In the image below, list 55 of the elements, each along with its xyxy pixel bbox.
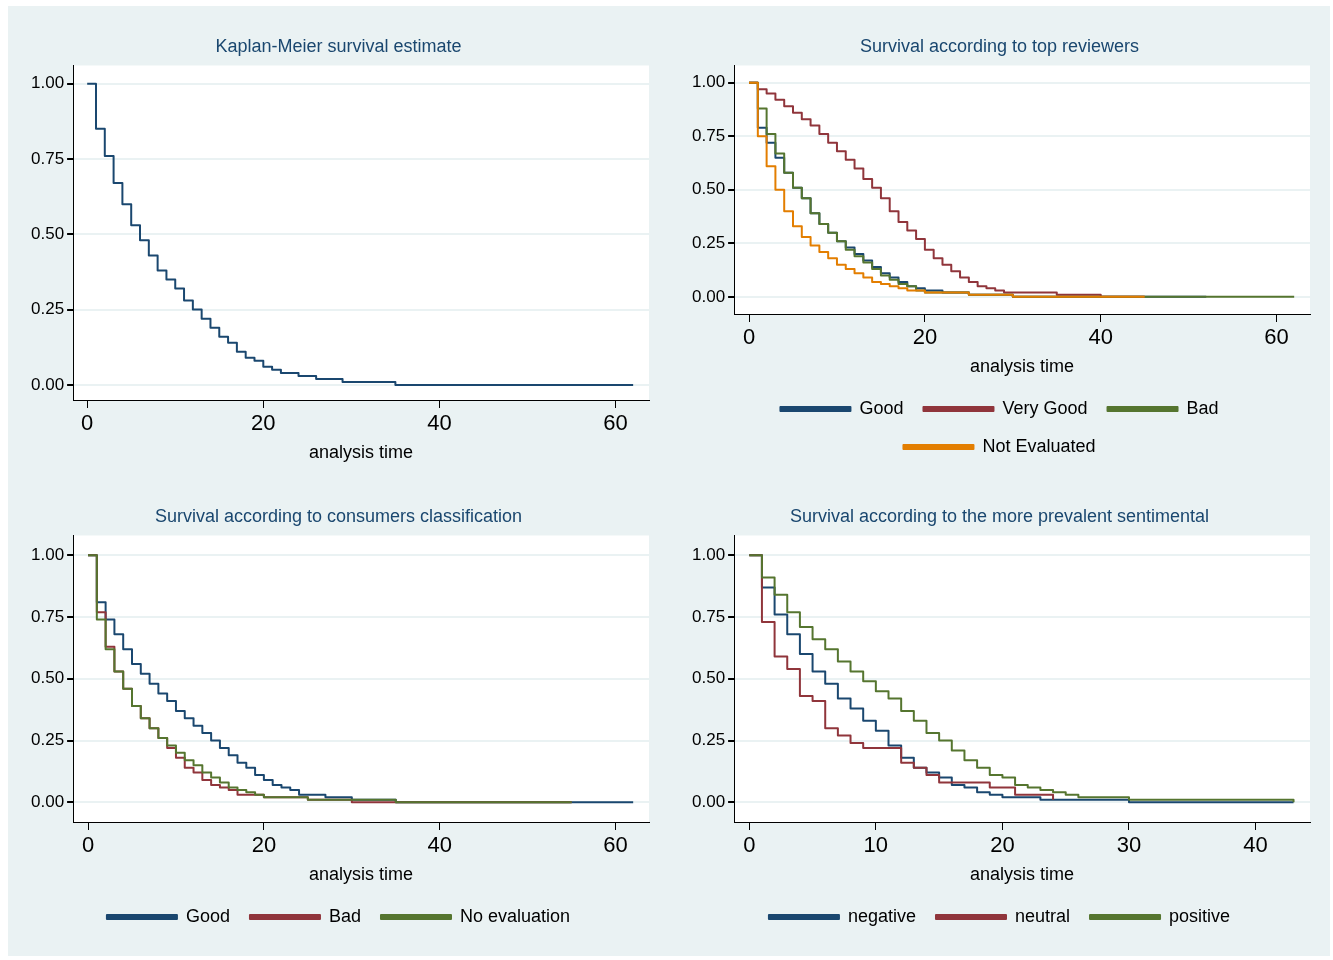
x-tick-label: 60 (1264, 324, 1289, 350)
legend-label: Not Evaluated (982, 435, 1096, 456)
x-tick-label: 0 (81, 410, 94, 436)
legend-label: No evaluation (459, 905, 571, 926)
y-tick-label: 0.50 (691, 179, 726, 199)
y-tick-label: 0.75 (30, 148, 65, 168)
x-tick-label: 20 (912, 324, 938, 350)
x-tick-label: 0 (742, 324, 756, 350)
x-tick-label: 60 (603, 410, 628, 436)
x-tick-label: 30 (1116, 832, 1142, 858)
x-axis-title: analysis time (970, 864, 1075, 885)
y-tick-label: 1.00 (691, 72, 726, 92)
x-tick-label: 40 (427, 410, 452, 436)
x-tick-label: 0 (81, 832, 95, 858)
chart-title: Survival according to the more prevalent sentimental (789, 505, 1210, 526)
y-tick-label: 0.00 (691, 286, 726, 306)
x-tick-label: 40 (1243, 832, 1268, 858)
chart-title: Survival according to top reviewers (859, 35, 1140, 56)
y-tick-label: 1.00 (30, 73, 65, 93)
y-tick-label: 0.00 (30, 791, 65, 811)
legend-label: Bad (1186, 397, 1219, 418)
legend-label: neutral (1014, 905, 1071, 926)
x-tick-label: 40 (1088, 324, 1113, 350)
x-tick-label: 20 (251, 410, 276, 436)
x-axis-title: analysis time (970, 356, 1075, 377)
y-tick-label: 0.75 (691, 125, 726, 145)
x-tick-label: 60 (603, 832, 628, 858)
y-tick-label: 1.00 (30, 545, 65, 565)
y-tick-label: 0.50 (30, 223, 65, 243)
x-axis-title: analysis time (309, 442, 414, 463)
y-tick-label: 0.00 (30, 374, 65, 394)
x-tick-label: 20 (990, 832, 1015, 858)
x-tick-label: 0 (743, 832, 756, 858)
legend-label: Good (185, 905, 230, 926)
legend-label: Bad (328, 905, 361, 926)
legend-label: Very Good (1002, 397, 1088, 418)
x-tick-label: 40 (427, 832, 452, 858)
legend-label: Good (859, 397, 904, 418)
y-tick-label: 0.75 (691, 606, 726, 626)
y-tick-label: 1.00 (691, 545, 726, 565)
x-tick-label: 10 (863, 832, 889, 858)
y-tick-label: 0.50 (30, 668, 65, 688)
y-tick-label: 0.50 (691, 668, 726, 688)
y-tick-label: 0.25 (30, 730, 65, 750)
x-tick-label: 20 (251, 832, 277, 858)
y-tick-label: 0.25 (691, 233, 726, 253)
legend-label: positive (1169, 905, 1231, 926)
chart-title: Kaplan-Meier survival estimate (215, 35, 462, 56)
chart-title: Survival according to consumers classification (154, 505, 523, 526)
y-tick-label: 0.25 (691, 730, 726, 750)
y-tick-label: 0.00 (691, 791, 726, 811)
legend-label: negative (847, 905, 916, 926)
x-axis-title: analysis time (309, 864, 414, 885)
y-tick-label: 0.25 (30, 299, 65, 319)
y-tick-label: 0.75 (30, 606, 65, 626)
